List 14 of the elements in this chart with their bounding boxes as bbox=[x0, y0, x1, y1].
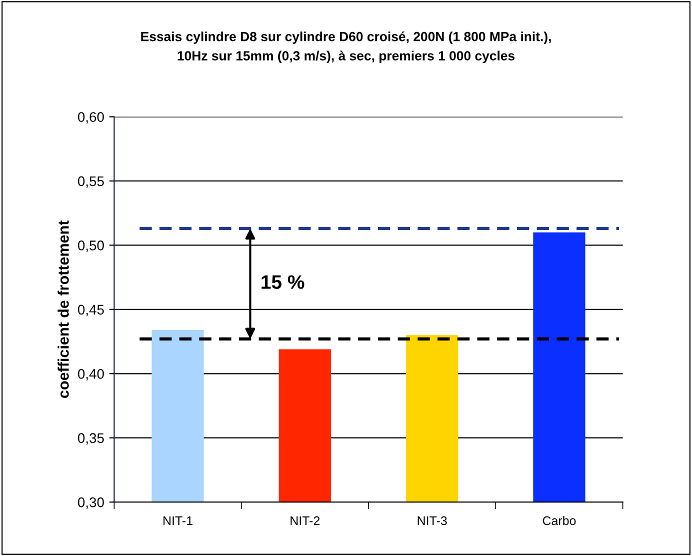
x-tick-label: NIT-1 bbox=[164, 516, 192, 526]
annotation: 15 % bbox=[262, 275, 304, 289]
x-tick-label: NIT-2 bbox=[290, 516, 320, 526]
y-tick-label: 0,40 bbox=[78, 368, 104, 380]
y-tick-label: 0,50 bbox=[78, 240, 104, 252]
y-tick-label: 0,35 bbox=[78, 433, 104, 445]
y-tick-label: 0,30 bbox=[78, 497, 104, 509]
x-tick-label: NIT-3 bbox=[418, 516, 447, 526]
y-axis-title: coefficient de frottement bbox=[58, 220, 69, 398]
chart-title: Essais cylindre D8 sur cylindre D60 croisé, 200N (1 800 MPa init.), 10Hz sur 15mm (0,3 m/s), à sec, premiers 1 000 cycles bbox=[141, 31, 551, 64]
y-tick-label: 0,60 bbox=[78, 112, 104, 124]
y-tick-label: 0,45 bbox=[78, 304, 104, 316]
x-tick-label: Carbo bbox=[542, 516, 576, 526]
y-tick-label: 0,55 bbox=[78, 176, 104, 188]
